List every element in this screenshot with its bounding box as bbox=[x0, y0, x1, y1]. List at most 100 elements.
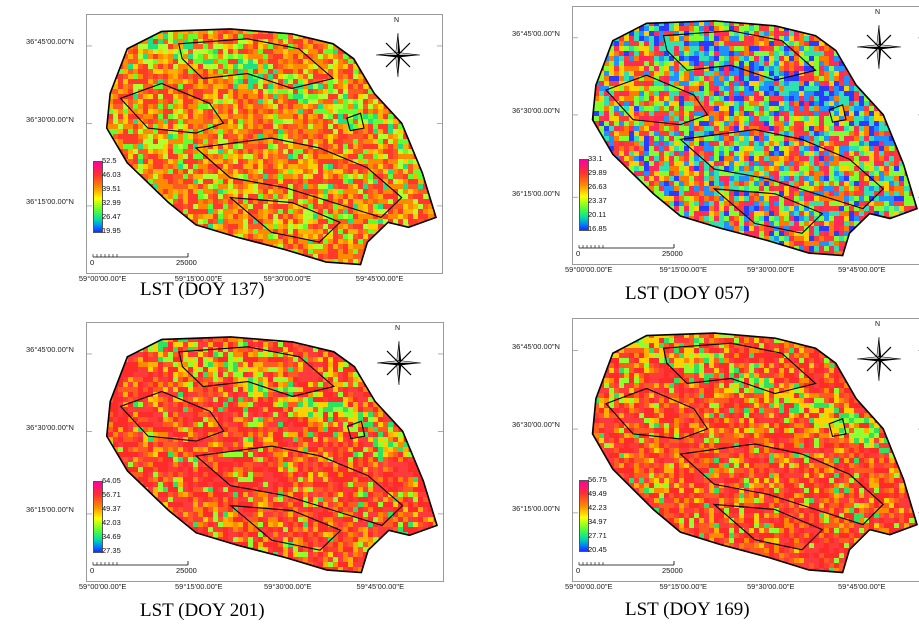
legend-color-ramp bbox=[93, 161, 103, 233]
scale-bar bbox=[578, 561, 675, 566]
legend-tick-label: 46.03 bbox=[102, 170, 121, 179]
sub-basin-boundary bbox=[346, 112, 365, 132]
legend-tick-label: 56.75 bbox=[588, 475, 607, 484]
longitude-label: 59°15'00.00"E bbox=[659, 582, 708, 591]
sub-basin-boundary bbox=[828, 104, 847, 123]
latitude-label: 36°15'00.00"N bbox=[512, 504, 560, 514]
legend-tick-label: 39.51 bbox=[102, 184, 121, 193]
sub-basin-boundary bbox=[194, 445, 404, 527]
longitude-label: 59°30'00.00"E bbox=[747, 582, 795, 591]
legend-tick-label: 26.63 bbox=[588, 182, 607, 191]
legend-tick-label: 26.47 bbox=[102, 212, 121, 221]
north-label: N bbox=[875, 9, 881, 16]
sub-basin-boundary bbox=[605, 74, 709, 126]
legend-tick-label: 56.71 bbox=[102, 490, 121, 499]
sub-basin-boundary bbox=[662, 342, 817, 395]
north-label: N bbox=[394, 17, 400, 24]
latitude-label: 36°30'00.00"N bbox=[26, 422, 74, 432]
longitude-label: 59°00'00.00"E bbox=[78, 274, 127, 283]
latitude-label: 36°15'00.00"N bbox=[26, 505, 74, 515]
longitude-label: 59°30'00.00"E bbox=[263, 274, 312, 283]
legend-tick-label: 33.1 bbox=[588, 154, 603, 163]
sub-basin-boundary bbox=[605, 387, 709, 440]
sub-basin-boundary bbox=[828, 418, 847, 438]
lst-map bbox=[87, 336, 443, 574]
legend-tick-label: 49.37 bbox=[102, 504, 121, 513]
sub-basin-boundary bbox=[712, 188, 824, 234]
legend-tick-label: 16.85 bbox=[588, 224, 607, 233]
compass-star-icon bbox=[375, 32, 421, 78]
scale-end-label: 25000 bbox=[176, 566, 197, 575]
legend-tick-label: 34.97 bbox=[588, 517, 607, 526]
latitude-label: 36°30'00.00"N bbox=[512, 420, 560, 430]
scale-bar bbox=[578, 244, 675, 249]
compass-star-icon bbox=[376, 340, 422, 386]
scale-end-label: 25000 bbox=[662, 249, 683, 258]
latitude-label: 36°15'00.00"N bbox=[512, 188, 560, 198]
sub-basin-boundary bbox=[346, 420, 366, 440]
longitude-label: 59°15'00.00"E bbox=[174, 274, 223, 283]
longitude-label: 59°00'00.00"E bbox=[565, 582, 613, 591]
longitude-label: 59°30'00.00"E bbox=[747, 265, 795, 274]
legend-tick-label: 64.05 bbox=[102, 476, 121, 485]
lst-map bbox=[87, 28, 442, 266]
latitude-label: 36°45'00.00"N bbox=[26, 37, 74, 47]
scale-bar bbox=[92, 253, 189, 258]
north-label: N bbox=[395, 325, 401, 332]
legend-tick-label: 20.45 bbox=[588, 545, 607, 554]
sub-basin-boundary bbox=[178, 346, 335, 398]
panel-caption: LST (DOY 201) bbox=[140, 600, 265, 621]
compass-star-icon bbox=[856, 336, 902, 382]
sub-basin-boundary bbox=[679, 443, 885, 526]
lst-map bbox=[573, 20, 919, 257]
longitude-label: 59°15'00.00"E bbox=[659, 265, 708, 274]
scale-bar bbox=[92, 561, 189, 566]
panel-caption: LST (DOY 057) bbox=[625, 283, 750, 304]
longitude-label: 59°30'00.00"E bbox=[264, 582, 312, 591]
legend-tick-label: 23.37 bbox=[588, 196, 607, 205]
legend-color-ramp bbox=[579, 159, 589, 231]
legend-tick-label: 42.03 bbox=[102, 518, 121, 527]
legend-tick-label: 20.11 bbox=[588, 210, 607, 219]
legend-tick-label: 49.49 bbox=[588, 489, 607, 498]
longitude-label: 59°45'00.00"E bbox=[838, 582, 886, 591]
legend-tick-label: 27.71 bbox=[588, 531, 607, 540]
lst-raster bbox=[106, 336, 437, 573]
panel-caption: LST (DOY 169) bbox=[625, 599, 750, 620]
latitude-label: 36°45'00.00"N bbox=[26, 345, 74, 355]
compass-star-icon bbox=[856, 24, 902, 70]
longitude-label: 59°00'00.00"E bbox=[565, 265, 613, 274]
legend-tick-label: 52.5 bbox=[102, 156, 117, 165]
sub-basin-boundary bbox=[679, 129, 885, 210]
north-label: N bbox=[875, 321, 881, 328]
sub-basin-boundary bbox=[228, 504, 342, 551]
legend-tick-label: 27.35 bbox=[102, 546, 121, 555]
longitude-label: 59°45'00.00"E bbox=[356, 582, 405, 591]
latitude-label: 36°45'00.00"N bbox=[512, 29, 560, 39]
longitude-label: 59°15'00.00"E bbox=[175, 582, 223, 591]
longitude-label: 59°45'00.00"E bbox=[838, 265, 886, 274]
sub-basin-boundary bbox=[119, 390, 225, 442]
legend-tick-label: 32.99 bbox=[102, 198, 121, 207]
scale-start-label: 0 bbox=[90, 258, 95, 267]
map-frame bbox=[572, 318, 919, 582]
lst-map bbox=[573, 332, 919, 574]
sub-basin-boundary bbox=[194, 137, 403, 219]
legend-tick-label: 42.23 bbox=[588, 503, 607, 512]
scale-start-label: 0 bbox=[576, 249, 581, 258]
map-frame bbox=[86, 322, 444, 582]
sub-basin-boundary bbox=[178, 38, 335, 90]
longitude-label: 59°45'00.00"E bbox=[355, 274, 404, 283]
sub-basin-boundary bbox=[712, 503, 824, 551]
scale-end-label: 25000 bbox=[662, 566, 683, 575]
lst-raster bbox=[592, 333, 917, 573]
map-frame bbox=[86, 14, 443, 274]
legend-color-ramp bbox=[579, 480, 589, 552]
legend-tick-label: 29.89 bbox=[588, 168, 607, 177]
legend-tick-label: 34.69 bbox=[102, 532, 121, 541]
sub-basin-boundary bbox=[228, 196, 341, 243]
map-frame bbox=[572, 6, 919, 265]
latitude-label: 36°15'00.00"N bbox=[26, 197, 74, 207]
latitude-label: 36°30'00.00"N bbox=[26, 114, 74, 124]
scale-start-label: 0 bbox=[576, 566, 581, 575]
